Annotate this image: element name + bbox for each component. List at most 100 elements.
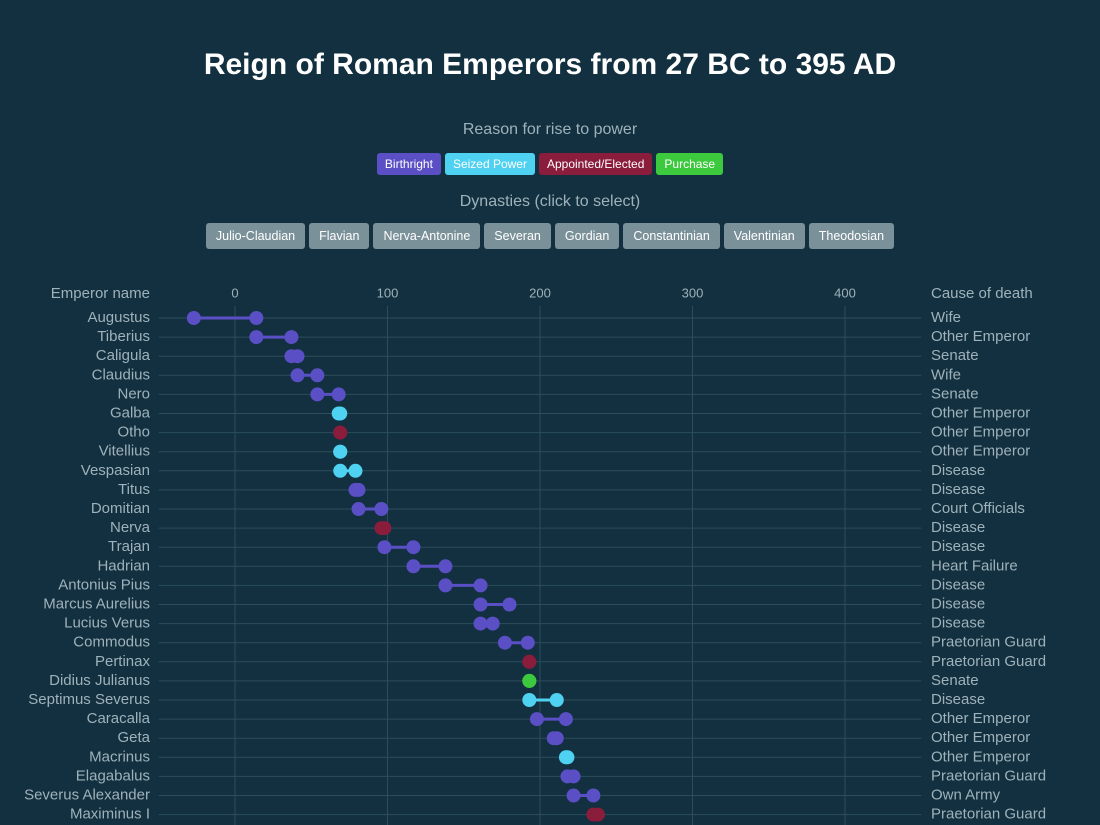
cause-label: Other Emperor — [931, 328, 1030, 345]
cause-label: Disease — [931, 538, 985, 555]
cause-label: Other Emperor — [931, 443, 1030, 460]
y-tick-label: Titus — [118, 481, 150, 498]
reign-end — [333, 425, 348, 440]
x-tick-label: 300 — [682, 285, 704, 300]
dynasty-button[interactable]: Theodosian — [808, 223, 895, 249]
dynasty-button[interactable]: Severan — [484, 223, 551, 249]
reign-end — [586, 788, 601, 803]
reign-end — [310, 368, 325, 383]
cause-label: Disease — [931, 615, 985, 632]
legend-item: Purchase — [656, 153, 724, 175]
cause-label: Senate — [931, 385, 979, 402]
cause-label: Wife — [931, 309, 961, 326]
reign-start — [333, 463, 348, 478]
reign-end — [331, 387, 346, 402]
cause-label: Senate — [931, 347, 979, 364]
cause-label: Heart Failure — [931, 557, 1018, 574]
cause-label: Disease — [931, 595, 985, 612]
cause-label: Other Emperor — [931, 424, 1030, 441]
cause-label: Praetorian Guard — [931, 806, 1046, 823]
y-tick-label: Lucius Verus — [64, 615, 150, 632]
cause-label: Wife — [931, 366, 961, 383]
y-tick-label: Claudius — [92, 366, 150, 383]
dynasty-button[interactable]: Constantinian — [623, 223, 720, 249]
cause-label: Disease — [931, 576, 985, 593]
y-tick-label: Galba — [110, 404, 151, 421]
reign-end — [560, 750, 575, 765]
cause-label: Court Officials — [931, 500, 1025, 517]
y-tick-label: Domitian — [91, 500, 150, 517]
reign-start — [473, 597, 488, 612]
cause-label: Disease — [931, 462, 985, 479]
x-tick-label: 400 — [834, 285, 856, 300]
y-tick-label: Nerva — [110, 519, 151, 536]
x-tick-label: 0 — [231, 285, 238, 300]
y-tick-label: Augustus — [87, 309, 150, 326]
reign-start — [186, 311, 201, 325]
reign-start — [249, 330, 264, 345]
cause-label: Disease — [931, 519, 985, 536]
reign-end — [566, 769, 581, 784]
cause-label: Praetorian Guard — [931, 634, 1046, 651]
dynasty-button[interactable]: Nerva-Antonine — [373, 223, 481, 249]
reign-end — [522, 654, 537, 669]
y-tick-label: Geta — [117, 729, 150, 746]
reign-end — [438, 559, 453, 574]
reign-end — [522, 673, 537, 688]
cause-label: Praetorian Guard — [931, 653, 1046, 670]
reign-start — [406, 559, 421, 574]
dynasty-button[interactable]: Valentinian — [723, 223, 805, 249]
y2-axis-label: Cause of death — [931, 285, 1033, 302]
legend-item: Birthright — [376, 153, 441, 175]
cause-label: Disease — [931, 691, 985, 708]
reign-end — [377, 521, 392, 536]
dynasty-button[interactable]: Gordian — [554, 223, 620, 249]
y-tick-label: Nero — [117, 385, 150, 402]
reign-start — [566, 788, 581, 803]
reign-start — [438, 578, 453, 593]
reign-end — [374, 502, 389, 516]
x-tick-label: 200 — [529, 285, 551, 300]
y-tick-label: Trajan — [108, 538, 150, 555]
cause-label: Other Emperor — [931, 748, 1030, 765]
x-tick-label: 100 — [377, 285, 399, 300]
reign-end — [406, 540, 421, 555]
legend: Birthright Seized Power Appointed/Elected P… — [0, 153, 1100, 175]
y-tick-label: Vitellius — [99, 443, 150, 460]
y-tick-label: Vespasian — [81, 462, 150, 479]
reign-end — [549, 731, 564, 746]
cause-label: Praetorian Guard — [931, 767, 1046, 784]
reign-end — [473, 578, 488, 593]
y-tick-label: Severus Alexander — [24, 786, 150, 803]
y-tick-label: Commodus — [73, 634, 150, 651]
dynasty-button[interactable]: Flavian — [309, 223, 370, 249]
dynasties-title: Dynasties (click to select) — [459, 193, 641, 210]
cause-label: Own Army — [931, 786, 1001, 803]
dynasty-buttons: Julio-Claudian Flavian Nerva-Antonine Sever… — [0, 223, 1100, 249]
y-tick-label: Tiberius — [97, 328, 150, 345]
y-tick-label: Macrinus — [89, 748, 150, 765]
reign-start — [529, 712, 544, 727]
reign-start — [351, 502, 366, 516]
cause-label: Disease — [931, 481, 985, 498]
y-tick-label: Hadrian — [97, 557, 150, 574]
reign-end — [348, 463, 363, 478]
chart-title: Reign of Roman Emperors from 27 BC to 39… — [203, 48, 897, 81]
reign-start — [522, 693, 537, 707]
y-tick-label: Marcus Aurelius — [43, 595, 150, 612]
cause-label: Other Emperor — [931, 404, 1030, 421]
reign-start — [377, 540, 392, 555]
y-tick-label: Elagabalus — [76, 767, 150, 784]
reign-end — [549, 693, 564, 707]
y-tick-label: Caracalla — [87, 710, 151, 727]
y-tick-label: Didius Julianus — [49, 672, 150, 689]
reign-start — [310, 387, 325, 402]
reign-start — [290, 368, 305, 383]
reign-end — [284, 330, 299, 345]
reign-end — [290, 349, 305, 364]
cause-label: Other Emperor — [931, 710, 1030, 727]
dynasty-button[interactable]: Julio-Claudian — [205, 223, 306, 249]
y-tick-label: Pertinax — [95, 653, 151, 670]
